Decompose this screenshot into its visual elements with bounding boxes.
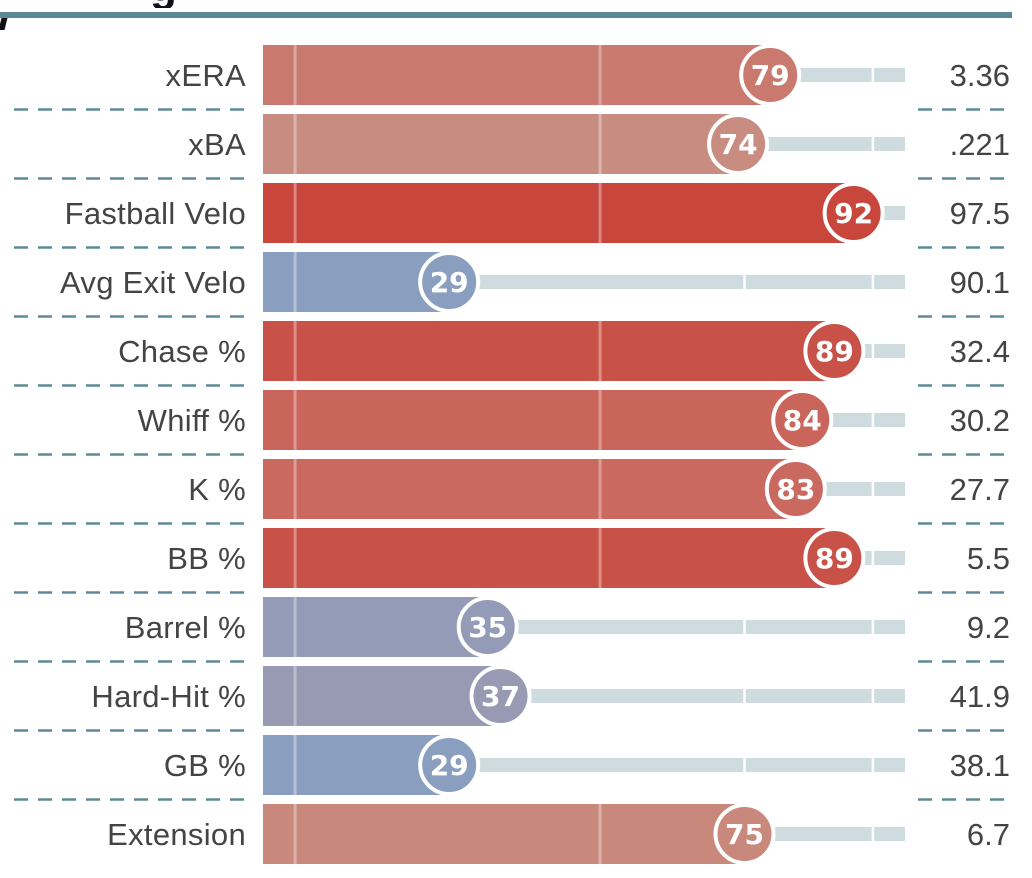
metric-value: 5.5: [967, 541, 1010, 576]
metric-label: Whiff %: [138, 403, 246, 438]
metric-label: Barrel %: [125, 610, 246, 645]
bar: [263, 45, 771, 105]
bar: [263, 321, 835, 381]
percentile-marker: [469, 665, 532, 727]
bar: [263, 528, 835, 588]
metric-label: GB %: [164, 748, 246, 783]
percentile-marker: [713, 803, 776, 865]
metric-value: 9.2: [967, 610, 1010, 645]
percentile-marker: [707, 113, 770, 175]
metric-label: BB %: [167, 541, 246, 576]
metric-value: .221: [950, 127, 1010, 162]
metric-label: Extension: [107, 817, 246, 852]
metric-value: 3.36: [950, 58, 1010, 93]
percentile-marker: [803, 320, 866, 382]
bar: [263, 459, 796, 519]
metric-label: Hard-Hit %: [91, 679, 246, 714]
percentile-marker: [456, 596, 519, 658]
percentile-label: 37: [481, 680, 520, 713]
metric-label: Fastball Velo: [65, 196, 246, 231]
bar: [263, 597, 488, 657]
percentile-label: 75: [725, 818, 764, 851]
bar: [263, 804, 745, 864]
bar: [263, 252, 450, 312]
percentile-marker: [822, 182, 885, 244]
bar: [263, 390, 803, 450]
bar: [263, 183, 854, 243]
metric-value: 27.7: [950, 472, 1010, 507]
metric-value: 6.7: [967, 817, 1010, 852]
percentile-label: 79: [751, 59, 790, 92]
percentile-label: 92: [834, 197, 873, 230]
percentile-marker: [418, 251, 481, 313]
metric-value: 41.9: [950, 679, 1010, 714]
metric-label: xERA: [166, 58, 246, 93]
percentile-label: 29: [430, 749, 469, 782]
bar: [263, 735, 450, 795]
metric-value: 32.4: [950, 334, 1010, 369]
header-rule: [0, 12, 1012, 18]
metric-label: K %: [188, 472, 246, 507]
metric-label: Avg Exit Velo: [60, 265, 246, 300]
clipped-title-glyph: g: [150, 0, 198, 8]
metric-label: Chase %: [118, 334, 246, 369]
bar: [263, 114, 739, 174]
percentile-label: 35: [468, 611, 507, 644]
percentile-label: 83: [776, 473, 815, 506]
metric-label: xBA: [188, 127, 246, 162]
percentile-label: 89: [815, 542, 854, 575]
percentile-marker: [418, 734, 481, 796]
metric-value: 97.5: [950, 196, 1010, 231]
metric-value: 30.2: [950, 403, 1010, 438]
bar: [263, 666, 501, 726]
percentile-marker: [764, 458, 827, 520]
percentile-marker: [803, 527, 866, 589]
percentile-label: 74: [719, 128, 758, 161]
metric-value: 38.1: [950, 748, 1010, 783]
percentile-marker: [771, 389, 834, 451]
percentile-label: 84: [783, 404, 822, 437]
percentile-label: 29: [430, 266, 469, 299]
metric-value: 90.1: [950, 265, 1010, 300]
percentile-marker: [739, 44, 802, 106]
percentile-label: 89: [815, 335, 854, 368]
